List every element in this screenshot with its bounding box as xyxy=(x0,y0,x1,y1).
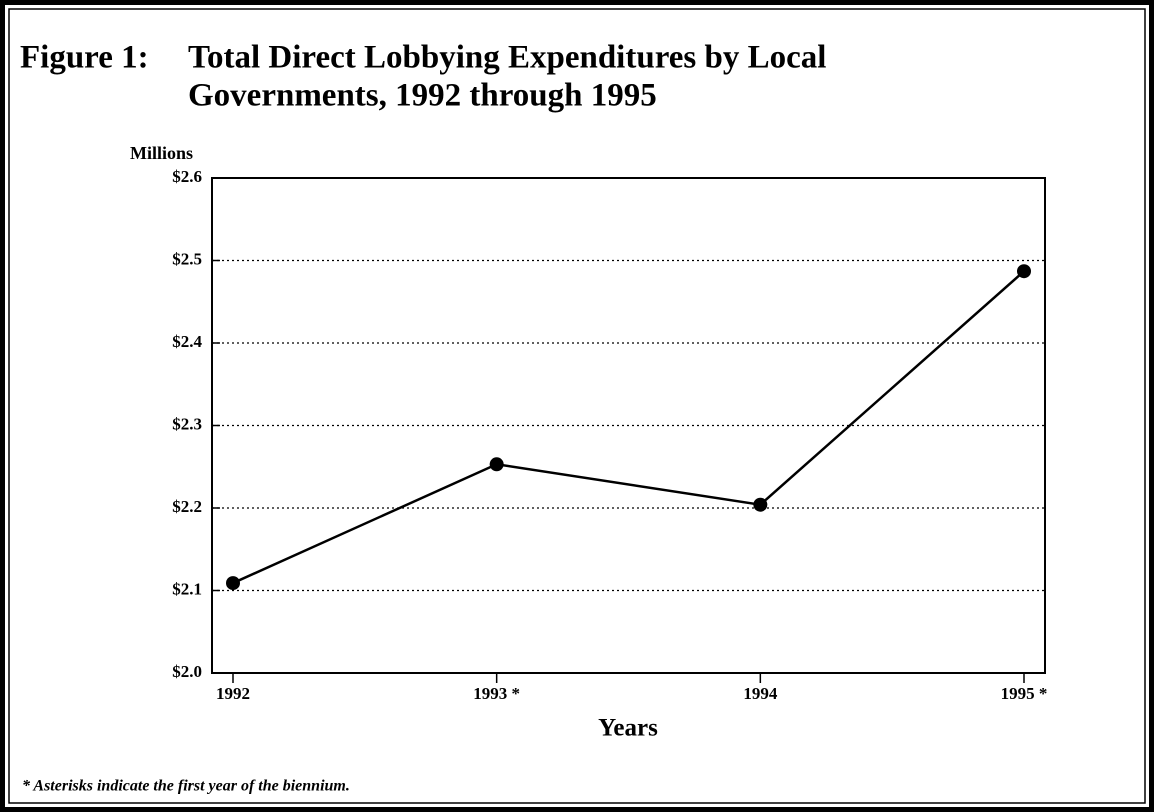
y-tick-label: $2.4 xyxy=(172,332,202,351)
chart-title: Total Direct Lobbying Expenditures by Lo… xyxy=(188,40,826,76)
y-tick-label: $2.6 xyxy=(172,167,202,186)
chart-title: Governments, 1992 through 1995 xyxy=(188,78,657,114)
x-tick-label: 1994 xyxy=(743,684,778,703)
point xyxy=(753,497,768,512)
x-tick-label: 1993 * xyxy=(473,684,520,703)
line xyxy=(232,270,1025,585)
figure-label: Figure 1: xyxy=(20,40,149,76)
y-axis-label: Millions xyxy=(130,143,193,163)
y-tick-label: $2.5 xyxy=(172,249,202,268)
footnote: * Asterisks indicate the first year of t… xyxy=(22,778,350,795)
y-tick-label: $2.3 xyxy=(172,414,202,433)
inner-frame xyxy=(8,8,1146,804)
x-tick-label: 1995 * xyxy=(1001,684,1048,703)
y-tick-label: $2.1 xyxy=(172,579,202,598)
point xyxy=(489,457,504,472)
point xyxy=(226,576,240,591)
x-tick-label: 1992 xyxy=(216,684,250,703)
x-axis-label: Years xyxy=(598,715,658,742)
y-tick-label: $2.2 xyxy=(172,497,202,516)
y-tick-label: $2.0 xyxy=(172,662,202,681)
point xyxy=(1017,264,1031,279)
plot-frame xyxy=(211,177,1046,674)
